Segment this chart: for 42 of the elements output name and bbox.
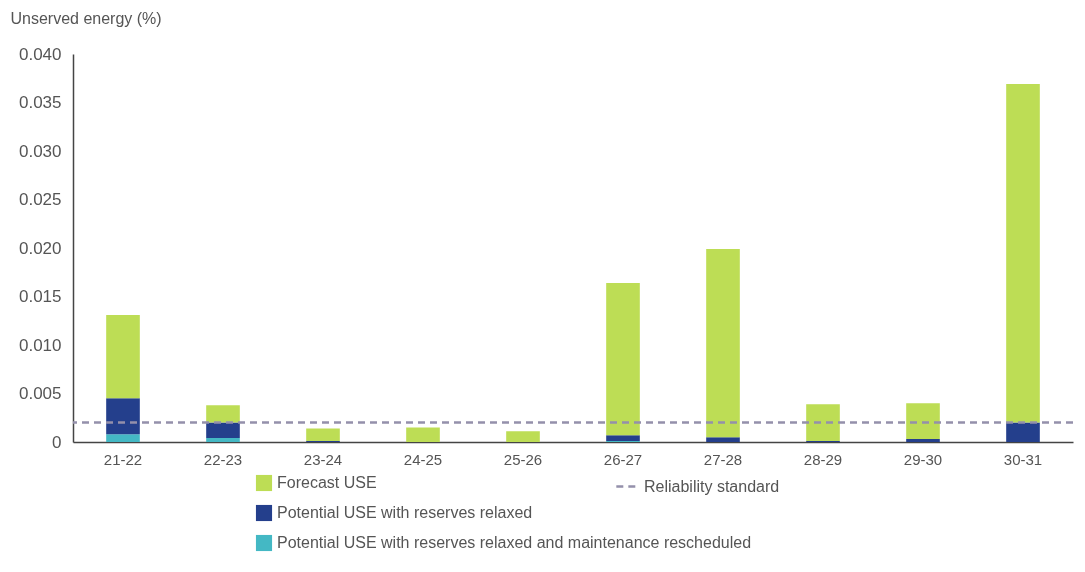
bar [106,434,140,442]
legend-label: Potential USE with reserves relaxed and maintenance rescheduled [277,534,752,551]
bar [606,435,640,442]
x-tick-label: 30-31 [1003,450,1043,468]
bar [306,428,340,442]
bar [206,405,240,423]
legend-label: Forecast USE [277,474,377,491]
bar [106,314,140,399]
bar [106,398,140,435]
y-tick-label: 0.035 [18,93,62,112]
y-axis-title: Unserved energy (%) [10,9,162,27]
y-tick-label: 0.030 [18,141,62,161]
bar [906,403,940,440]
bar [406,427,440,442]
x-tick-label: 25-26 [503,450,543,468]
bar [506,431,540,442]
bar [206,422,240,439]
legend-label: Reliability standard [644,477,780,495]
x-tick-label: 24-25 [403,450,443,468]
bar [706,437,740,442]
bar [606,282,640,436]
y-tick-label: 0.025 [18,190,62,209]
bar [1006,422,1040,442]
x-tick-label: 29-30 [903,450,943,468]
x-tick-label: 23-24 [303,450,343,468]
y-tick-label: 0.040 [18,44,62,64]
bar [206,438,240,442]
bar [806,404,840,442]
x-tick-label: 26-27 [603,450,643,468]
y-tick-label: 0.020 [18,238,62,258]
bar [906,439,940,442]
bar [1006,84,1040,423]
x-tick-label: 27-28 [703,450,743,468]
x-tick-label: 22-23 [203,450,243,468]
y-tick-label: 0.010 [18,335,62,355]
y-tick-label: 0.015 [18,287,62,306]
legend-label: Potential USE with reserves relaxed [277,504,533,521]
x-tick-label: 21-22 [103,450,143,468]
bar [706,248,740,438]
y-tick-label: 0 [52,432,62,452]
y-tick-label: 0.005 [18,384,62,403]
x-tick-label: 28-29 [803,450,843,468]
